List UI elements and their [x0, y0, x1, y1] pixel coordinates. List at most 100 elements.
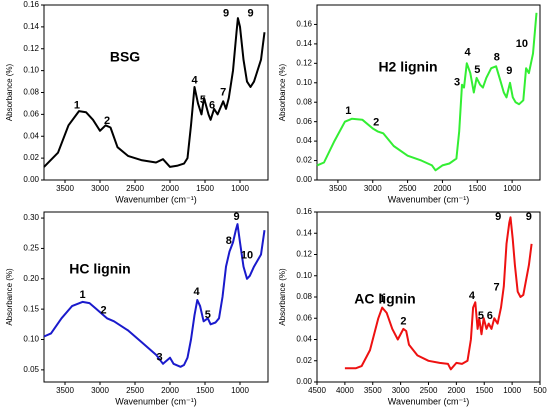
peak-label: 4 — [194, 286, 201, 298]
y-tick-label: 0.14 — [296, 228, 312, 237]
y-tick-label: 0.00 — [23, 175, 39, 184]
peak-label: 10 — [241, 250, 253, 262]
y-tick-label: 0.00 — [296, 377, 312, 386]
peak-label: 4 — [191, 74, 198, 86]
chart-title: HC lignin — [69, 261, 130, 277]
peak-label: 3 — [156, 352, 162, 364]
x-tick-label: 3000 — [392, 386, 410, 395]
x-axis-label: Wavenumber (cm⁻¹) — [115, 194, 196, 204]
y-tick-label: 0.08 — [296, 97, 312, 106]
y-axis-label: Absorbance (%) — [278, 63, 287, 121]
y-tick-label: 0.16 — [23, 0, 39, 9]
x-tick-label: 2500 — [420, 386, 438, 395]
peak-label: 2 — [400, 315, 406, 327]
x-tick-label: 2500 — [126, 184, 144, 193]
y-tick-label: 0.04 — [296, 335, 312, 344]
x-tick-label: 2000 — [161, 184, 179, 193]
x-tick-label: 1500 — [475, 386, 493, 395]
y-tick-label: 0.20 — [23, 274, 39, 283]
y-tick-label: 0.12 — [296, 58, 312, 67]
x-tick-label: 1000 — [503, 184, 521, 193]
y-tick-label: 0.10 — [296, 78, 312, 87]
y-tick-label: 0.10 — [296, 271, 312, 280]
x-axis-label: Wavenumber (cm⁻¹) — [388, 396, 469, 406]
peak-label: 5 — [478, 310, 484, 322]
peak-label: 1 — [79, 289, 85, 301]
peak-label: 4 — [464, 47, 471, 59]
chart-title: AC lignin — [354, 291, 415, 307]
y-tick-label: 0.02 — [23, 153, 39, 162]
plot-frame — [43, 4, 269, 181]
y-tick-label: 0.16 — [296, 20, 312, 29]
peak-label: 6 — [487, 310, 493, 322]
y-tick-label: 0.04 — [296, 136, 312, 145]
peak-label: 5 — [200, 94, 206, 106]
peak-label: 2 — [373, 117, 379, 129]
x-tick-label: 3000 — [91, 386, 109, 395]
x-tick-label: 1000 — [503, 386, 521, 395]
spectrum-line — [344, 216, 533, 371]
peak-label: 6 — [209, 100, 215, 112]
peak-label: 2 — [104, 115, 110, 127]
x-tick-label: 2000 — [434, 184, 452, 193]
y-tick-label: 0.14 — [296, 39, 312, 48]
y-tick-label: 0.15 — [23, 304, 39, 313]
peak-label: 1 — [345, 105, 351, 117]
y-tick-label: 0.06 — [23, 109, 39, 118]
y-tick-label: 0.10 — [23, 335, 39, 344]
y-axis-label: Absorbance (%) — [5, 268, 14, 326]
y-tick-label: 0.14 — [23, 22, 39, 31]
peak-label: 8 — [494, 51, 500, 63]
peak-label: 9 — [247, 8, 253, 20]
y-tick-label: 0.25 — [23, 244, 39, 253]
x-tick-label: 2000 — [447, 386, 465, 395]
x-tick-label: 4000 — [336, 386, 354, 395]
x-tick-label: 3500 — [364, 386, 382, 395]
y-tick-label: 0.02 — [296, 356, 312, 365]
x-tick-label: 1000 — [231, 184, 249, 193]
y-tick-label: 0.12 — [23, 44, 39, 53]
peak-label: 4 — [469, 290, 476, 302]
chart-title: BSG — [110, 49, 140, 65]
x-tick-label: 3500 — [329, 184, 347, 193]
peak-label: 1 — [379, 293, 385, 305]
peak-label: 2 — [100, 304, 106, 316]
x-tick-label: 500 — [533, 386, 547, 395]
x-tick-label: 1500 — [468, 184, 486, 193]
peak-label: 3 — [454, 77, 460, 89]
y-tick-label: 0.06 — [296, 313, 312, 322]
peak-label: 7 — [493, 281, 499, 293]
y-tick-label: 0.05 — [23, 365, 39, 374]
x-tick-label: 3500 — [56, 184, 74, 193]
y-axis-label: Absorbance (%) — [278, 268, 287, 326]
y-tick-label: 0.08 — [23, 88, 39, 97]
y-tick-label: 0.08 — [296, 292, 312, 301]
x-tick-label: 1500 — [196, 386, 214, 395]
peak-label: 9 — [495, 211, 501, 223]
y-tick-label: 0.00 — [296, 175, 312, 184]
peak-label: 5 — [474, 64, 480, 76]
x-tick-label: 1500 — [196, 184, 214, 193]
x-tick-label: 2500 — [399, 184, 417, 193]
spectrum-line — [316, 12, 538, 172]
y-tick-label: 0.02 — [296, 156, 312, 165]
x-tick-label: 3500 — [56, 386, 74, 395]
x-tick-label: 1000 — [231, 386, 249, 395]
spectrum-line — [43, 223, 266, 368]
y-tick-label: 0.16 — [296, 207, 312, 216]
peak-label: 10 — [516, 38, 528, 50]
peak-label: 9 — [223, 8, 229, 20]
y-tick-label: 0.04 — [23, 131, 39, 140]
peak-label: 5 — [205, 309, 211, 321]
peak-label: 9 — [233, 211, 239, 223]
plot-frame — [316, 4, 541, 181]
x-tick-label: 3000 — [364, 184, 382, 193]
peak-label: 8 — [226, 235, 232, 247]
spectrum-line — [43, 17, 266, 168]
x-tick-label: 4500 — [308, 386, 326, 395]
chart-title: H2 lignin — [378, 59, 437, 75]
peak-label: 9 — [506, 65, 512, 77]
y-tick-label: 0.30 — [23, 213, 39, 222]
